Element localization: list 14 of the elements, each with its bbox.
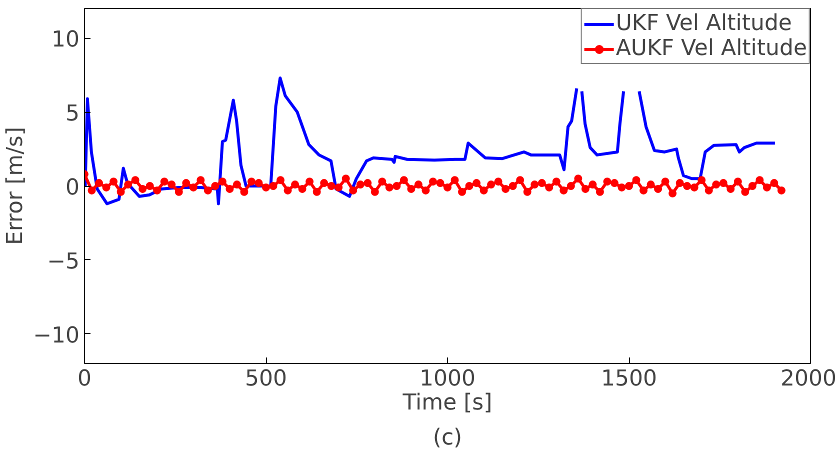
x-axis-title: Time [s] [402, 390, 492, 416]
x-tick-label: 1000 [420, 366, 476, 392]
legend-label: AUKF Vel Altitude [616, 36, 807, 61]
y-tick-label: 10 [52, 28, 80, 53]
y-tick-label: −10 [33, 323, 80, 348]
legend-label: UKF Vel Altitude [616, 11, 792, 36]
x-tick-label: 1500 [601, 366, 658, 392]
y-tick-label: 0 [66, 176, 80, 200]
x-tick-label: 2000 [780, 366, 836, 392]
text: (c) [432, 426, 462, 450]
x-tick-label: 500 [245, 366, 288, 392]
y-tick-label: −5 [47, 249, 80, 274]
y-axis-title: Error [m/s] [3, 126, 28, 246]
y-tick-label: 5 [66, 102, 80, 127]
